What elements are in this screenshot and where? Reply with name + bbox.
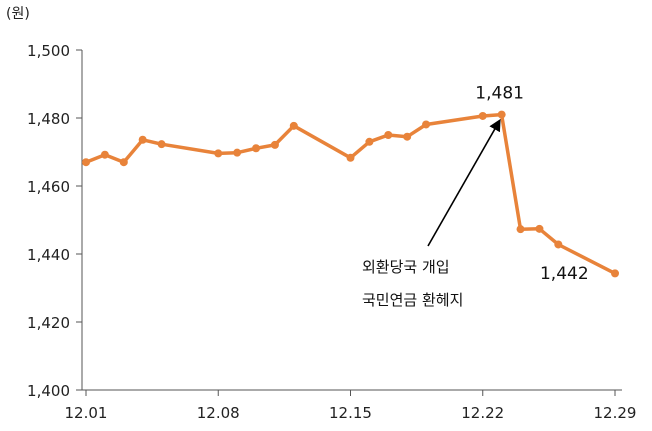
annotation-line-2: 국민연금 환헤지	[362, 291, 463, 309]
x-tick-label: 12.15	[329, 404, 372, 422]
x-tick-label: 12.08	[197, 404, 240, 422]
x-tick-label: 12.29	[594, 404, 637, 422]
data-point	[82, 158, 90, 167]
annotation-arrow	[427, 118, 501, 247]
y-tick-label: 1,480	[27, 110, 70, 128]
data-point	[252, 144, 261, 153]
data-label: 1,481	[475, 84, 524, 104]
series-line	[84, 112, 617, 276]
data-point	[535, 224, 544, 233]
data-point	[270, 140, 279, 149]
data-point	[554, 240, 563, 249]
x-axis-ticks: 12.01 12.08 12.15 12.22 12.29	[65, 390, 637, 422]
data-label: 1,442	[540, 264, 589, 284]
y-tick-label: 1,460	[27, 178, 70, 196]
data-point	[119, 158, 128, 167]
data-point	[422, 120, 431, 129]
data-point	[365, 137, 374, 146]
data-point	[611, 269, 619, 278]
y-tick-label: 1,400	[27, 382, 70, 400]
data-point	[157, 140, 166, 149]
data-point	[403, 132, 412, 141]
data-labels: 1,481 1,442	[475, 84, 588, 285]
data-point	[233, 148, 242, 157]
series-layer	[82, 110, 619, 278]
x-tick-label: 12.01	[65, 404, 108, 422]
y-tick-label: 1,440	[27, 246, 70, 264]
y-axis-ticks: 1,400 1,420 1,440 1,460 1,480 1,500	[27, 42, 82, 400]
data-point	[289, 121, 298, 130]
data-point	[478, 111, 487, 120]
x-tick-label: 12.22	[461, 404, 504, 422]
data-point	[346, 153, 355, 162]
data-point	[138, 135, 147, 144]
data-point	[516, 225, 525, 234]
annotation: 외환당국 개입 국민연금 환헤지	[362, 118, 501, 309]
data-point	[100, 150, 109, 159]
y-unit-label: (원)	[6, 6, 30, 22]
y-tick-label: 1,420	[27, 314, 70, 332]
data-point	[497, 110, 506, 119]
annotation-line-1: 외환당국 개입	[362, 258, 450, 276]
y-tick-label: 1,500	[27, 42, 70, 60]
data-point	[384, 131, 393, 139]
data-point	[214, 149, 223, 158]
